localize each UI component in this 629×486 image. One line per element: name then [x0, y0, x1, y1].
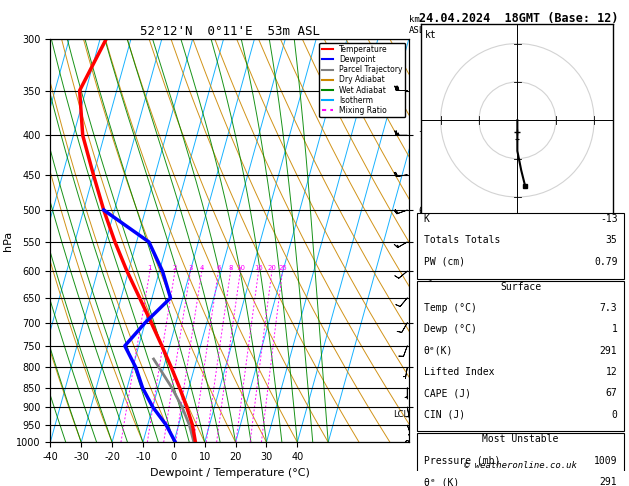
Text: 1: 1 — [611, 324, 618, 334]
Text: 67: 67 — [606, 388, 618, 398]
Text: 2: 2 — [173, 265, 177, 271]
Text: θᵉ(K): θᵉ(K) — [423, 346, 453, 356]
Bar — [417, 213, 624, 279]
Text: CIN (J): CIN (J) — [423, 410, 465, 419]
Y-axis label: Mixing Ratio (g/kg): Mixing Ratio (g/kg) — [427, 198, 436, 283]
Text: Totals Totals: Totals Totals — [423, 235, 500, 245]
Text: 7.3: 7.3 — [600, 303, 618, 313]
Text: Temp (°C): Temp (°C) — [423, 303, 476, 313]
Text: 291: 291 — [600, 346, 618, 356]
Text: PW (cm): PW (cm) — [423, 257, 465, 267]
X-axis label: Dewpoint / Temperature (°C): Dewpoint / Temperature (°C) — [150, 468, 309, 478]
Text: 15: 15 — [254, 265, 263, 271]
Text: 6: 6 — [216, 265, 221, 271]
Text: kt: kt — [425, 30, 437, 40]
Bar — [417, 280, 624, 431]
Text: 35: 35 — [606, 235, 618, 245]
Bar — [417, 434, 624, 486]
Y-axis label: hPa: hPa — [3, 230, 13, 251]
Text: © weatheronline.co.uk: © weatheronline.co.uk — [464, 461, 577, 470]
Text: Dewp (°C): Dewp (°C) — [423, 324, 476, 334]
Text: LCL: LCL — [392, 410, 408, 419]
Text: Pressure (mb): Pressure (mb) — [423, 456, 500, 466]
Text: km
ASL: km ASL — [409, 16, 425, 35]
Text: 0.79: 0.79 — [594, 257, 618, 267]
Text: 24.04.2024  18GMT (Base: 12): 24.04.2024 18GMT (Base: 12) — [419, 12, 619, 25]
Text: 8: 8 — [228, 265, 233, 271]
Text: θᵉ (K): θᵉ (K) — [423, 477, 459, 486]
Text: Most Unstable: Most Unstable — [482, 434, 559, 445]
Text: 20: 20 — [267, 265, 276, 271]
Text: 3: 3 — [188, 265, 192, 271]
Text: -13: -13 — [600, 214, 618, 224]
Text: CAPE (J): CAPE (J) — [423, 388, 470, 398]
Text: 10: 10 — [236, 265, 245, 271]
Legend: Temperature, Dewpoint, Parcel Trajectory, Dry Adiabat, Wet Adiabat, Isotherm, Mi: Temperature, Dewpoint, Parcel Trajectory… — [320, 43, 405, 117]
Text: Lifted Index: Lifted Index — [423, 367, 494, 377]
Text: 1: 1 — [148, 265, 152, 271]
Text: Surface: Surface — [500, 281, 541, 292]
Text: 4: 4 — [199, 265, 204, 271]
Text: K: K — [423, 214, 430, 224]
Text: 1009: 1009 — [594, 456, 618, 466]
Text: 12: 12 — [606, 367, 618, 377]
Text: 291: 291 — [600, 477, 618, 486]
Title: 52°12'N  0°11'E  53m ASL: 52°12'N 0°11'E 53m ASL — [140, 25, 320, 38]
Text: 25: 25 — [278, 265, 287, 271]
Text: 0: 0 — [611, 410, 618, 419]
